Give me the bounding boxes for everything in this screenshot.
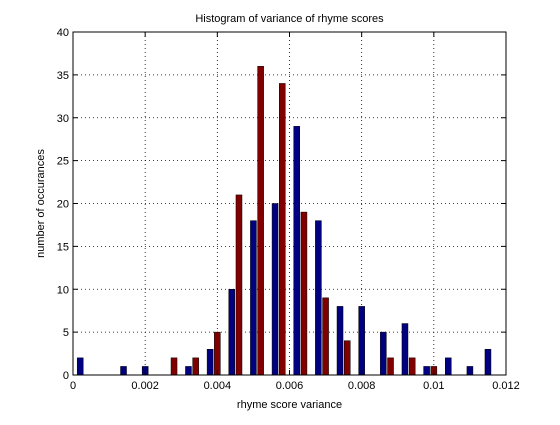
x-tick-label: 0 xyxy=(70,380,76,392)
y-tick-label: 0 xyxy=(63,370,69,382)
x-tick-label: 0.006 xyxy=(276,380,304,392)
bar-series-1 xyxy=(358,306,365,376)
bar-series-2 xyxy=(214,331,221,376)
bar-series-1 xyxy=(185,366,192,376)
bar-series-2 xyxy=(387,357,394,376)
y-tick-label: 40 xyxy=(57,27,69,39)
bar-series-1 xyxy=(336,306,344,376)
bar-series-1 xyxy=(293,126,300,376)
bar-series-2 xyxy=(343,340,351,376)
bar-series-1 xyxy=(445,357,452,376)
bar-series-1 xyxy=(315,220,322,376)
bar-series-1 xyxy=(401,323,409,376)
bar-series-1 xyxy=(76,357,84,376)
y-tick-label: 20 xyxy=(57,199,69,211)
bar-series-2 xyxy=(192,357,199,376)
bar-series-1 xyxy=(423,366,430,376)
bar-series-1 xyxy=(228,289,236,376)
x-tick-label: 0.01 xyxy=(423,380,444,392)
bar-series-2 xyxy=(235,194,243,376)
x-tick-label: 0.012 xyxy=(492,380,520,392)
x-tick-label: 0.008 xyxy=(348,380,376,392)
bar-series-2 xyxy=(257,66,264,376)
x-tick-label: 0.002 xyxy=(131,380,159,392)
y-tick-label: 10 xyxy=(57,284,69,296)
bar-series-1 xyxy=(120,366,127,376)
bar-series-1 xyxy=(484,349,492,376)
bar-series-1 xyxy=(380,331,387,376)
y-tick-label: 25 xyxy=(57,156,69,168)
x-tick-label: 0.004 xyxy=(204,380,232,392)
y-tick-label: 5 xyxy=(63,327,69,339)
y-tick-label: 30 xyxy=(57,113,69,125)
bar-series-1 xyxy=(250,220,257,376)
bar-series-2 xyxy=(322,297,329,376)
x-axis-label: rhyme score variance xyxy=(237,399,342,411)
bar-series-2 xyxy=(408,357,416,376)
bar-series-1 xyxy=(271,203,279,376)
bar-series-1 xyxy=(466,366,474,376)
bar-series-1 xyxy=(206,349,214,376)
y-tick-label: 15 xyxy=(57,241,69,253)
y-axis-label: number of occurances xyxy=(35,149,47,258)
bar-series-2 xyxy=(170,357,178,376)
bar-series-2 xyxy=(279,83,286,376)
chart-title: Histogram of variance of rhyme scores xyxy=(195,13,384,25)
y-tick-label: 35 xyxy=(57,70,69,82)
bar-series-2 xyxy=(300,211,308,376)
